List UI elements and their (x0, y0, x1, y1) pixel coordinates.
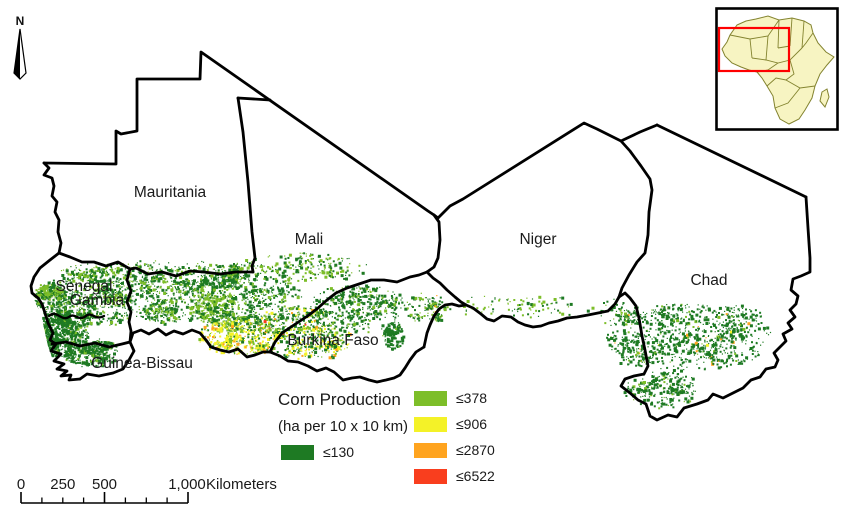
inset-map (715, 7, 839, 131)
country-label-mali: Mali (295, 231, 323, 248)
north-arrow-needle-fill (14, 29, 20, 79)
scale-tick-1000: 1,000 (168, 476, 206, 493)
north-arrow-label: N (16, 14, 25, 28)
border-mauritania-mali (236, 96, 257, 274)
coastline-west-africa (29, 161, 82, 382)
scale-bar: 0 250 500 1,000 Kilometers (17, 476, 277, 504)
border-mali-guinea (128, 327, 272, 359)
border-niger-north (436, 121, 659, 220)
country-label-gambia: Gambia (70, 292, 125, 309)
scale-tick-0: 0 (17, 476, 25, 493)
border-mali-burkina (268, 270, 429, 354)
border-niger-chad (617, 139, 654, 299)
north-arrow: N (13, 14, 27, 80)
border-guineabissau-east (78, 340, 136, 381)
border-burkina-niger (425, 270, 468, 307)
border-mauritania-south (57, 251, 255, 278)
country-label-chad: Chad (690, 272, 727, 289)
border-chad-north (655, 123, 808, 199)
country-label-burkina-faso: Burkina Faso (287, 332, 378, 349)
country-borders (29, 50, 812, 422)
scale-tick-500: 500 (92, 476, 117, 493)
country-label-mauritania: Mauritania (134, 184, 207, 201)
border-mauritania-mali-step (236, 96, 272, 102)
country-labels: Mauritania Mali Niger Chad Senegal Gambi… (56, 184, 728, 372)
border-burkina-south (268, 345, 426, 384)
scale-unit-label: Kilometers (206, 476, 277, 493)
border-gambia (47, 312, 106, 320)
border-chad-east-south (617, 195, 812, 422)
africa-internal-borders (729, 17, 816, 109)
border-mauritania-north (42, 50, 440, 220)
border-niger-south (464, 295, 621, 329)
border-mali-niger (425, 213, 442, 274)
country-label-niger: Niger (519, 231, 556, 248)
madagascar-outline (819, 88, 830, 108)
border-senegal-guineabissau (50, 340, 132, 349)
border-niger-benin (422, 302, 468, 349)
inset-extent-rectangle (717, 26, 791, 73)
country-label-guinea-bissau: Guinea-Bissau (91, 355, 193, 372)
border-senegal-mali (125, 267, 133, 344)
country-label-senegal: Senegal (56, 278, 113, 295)
scale-tick-250: 250 (50, 476, 75, 493)
